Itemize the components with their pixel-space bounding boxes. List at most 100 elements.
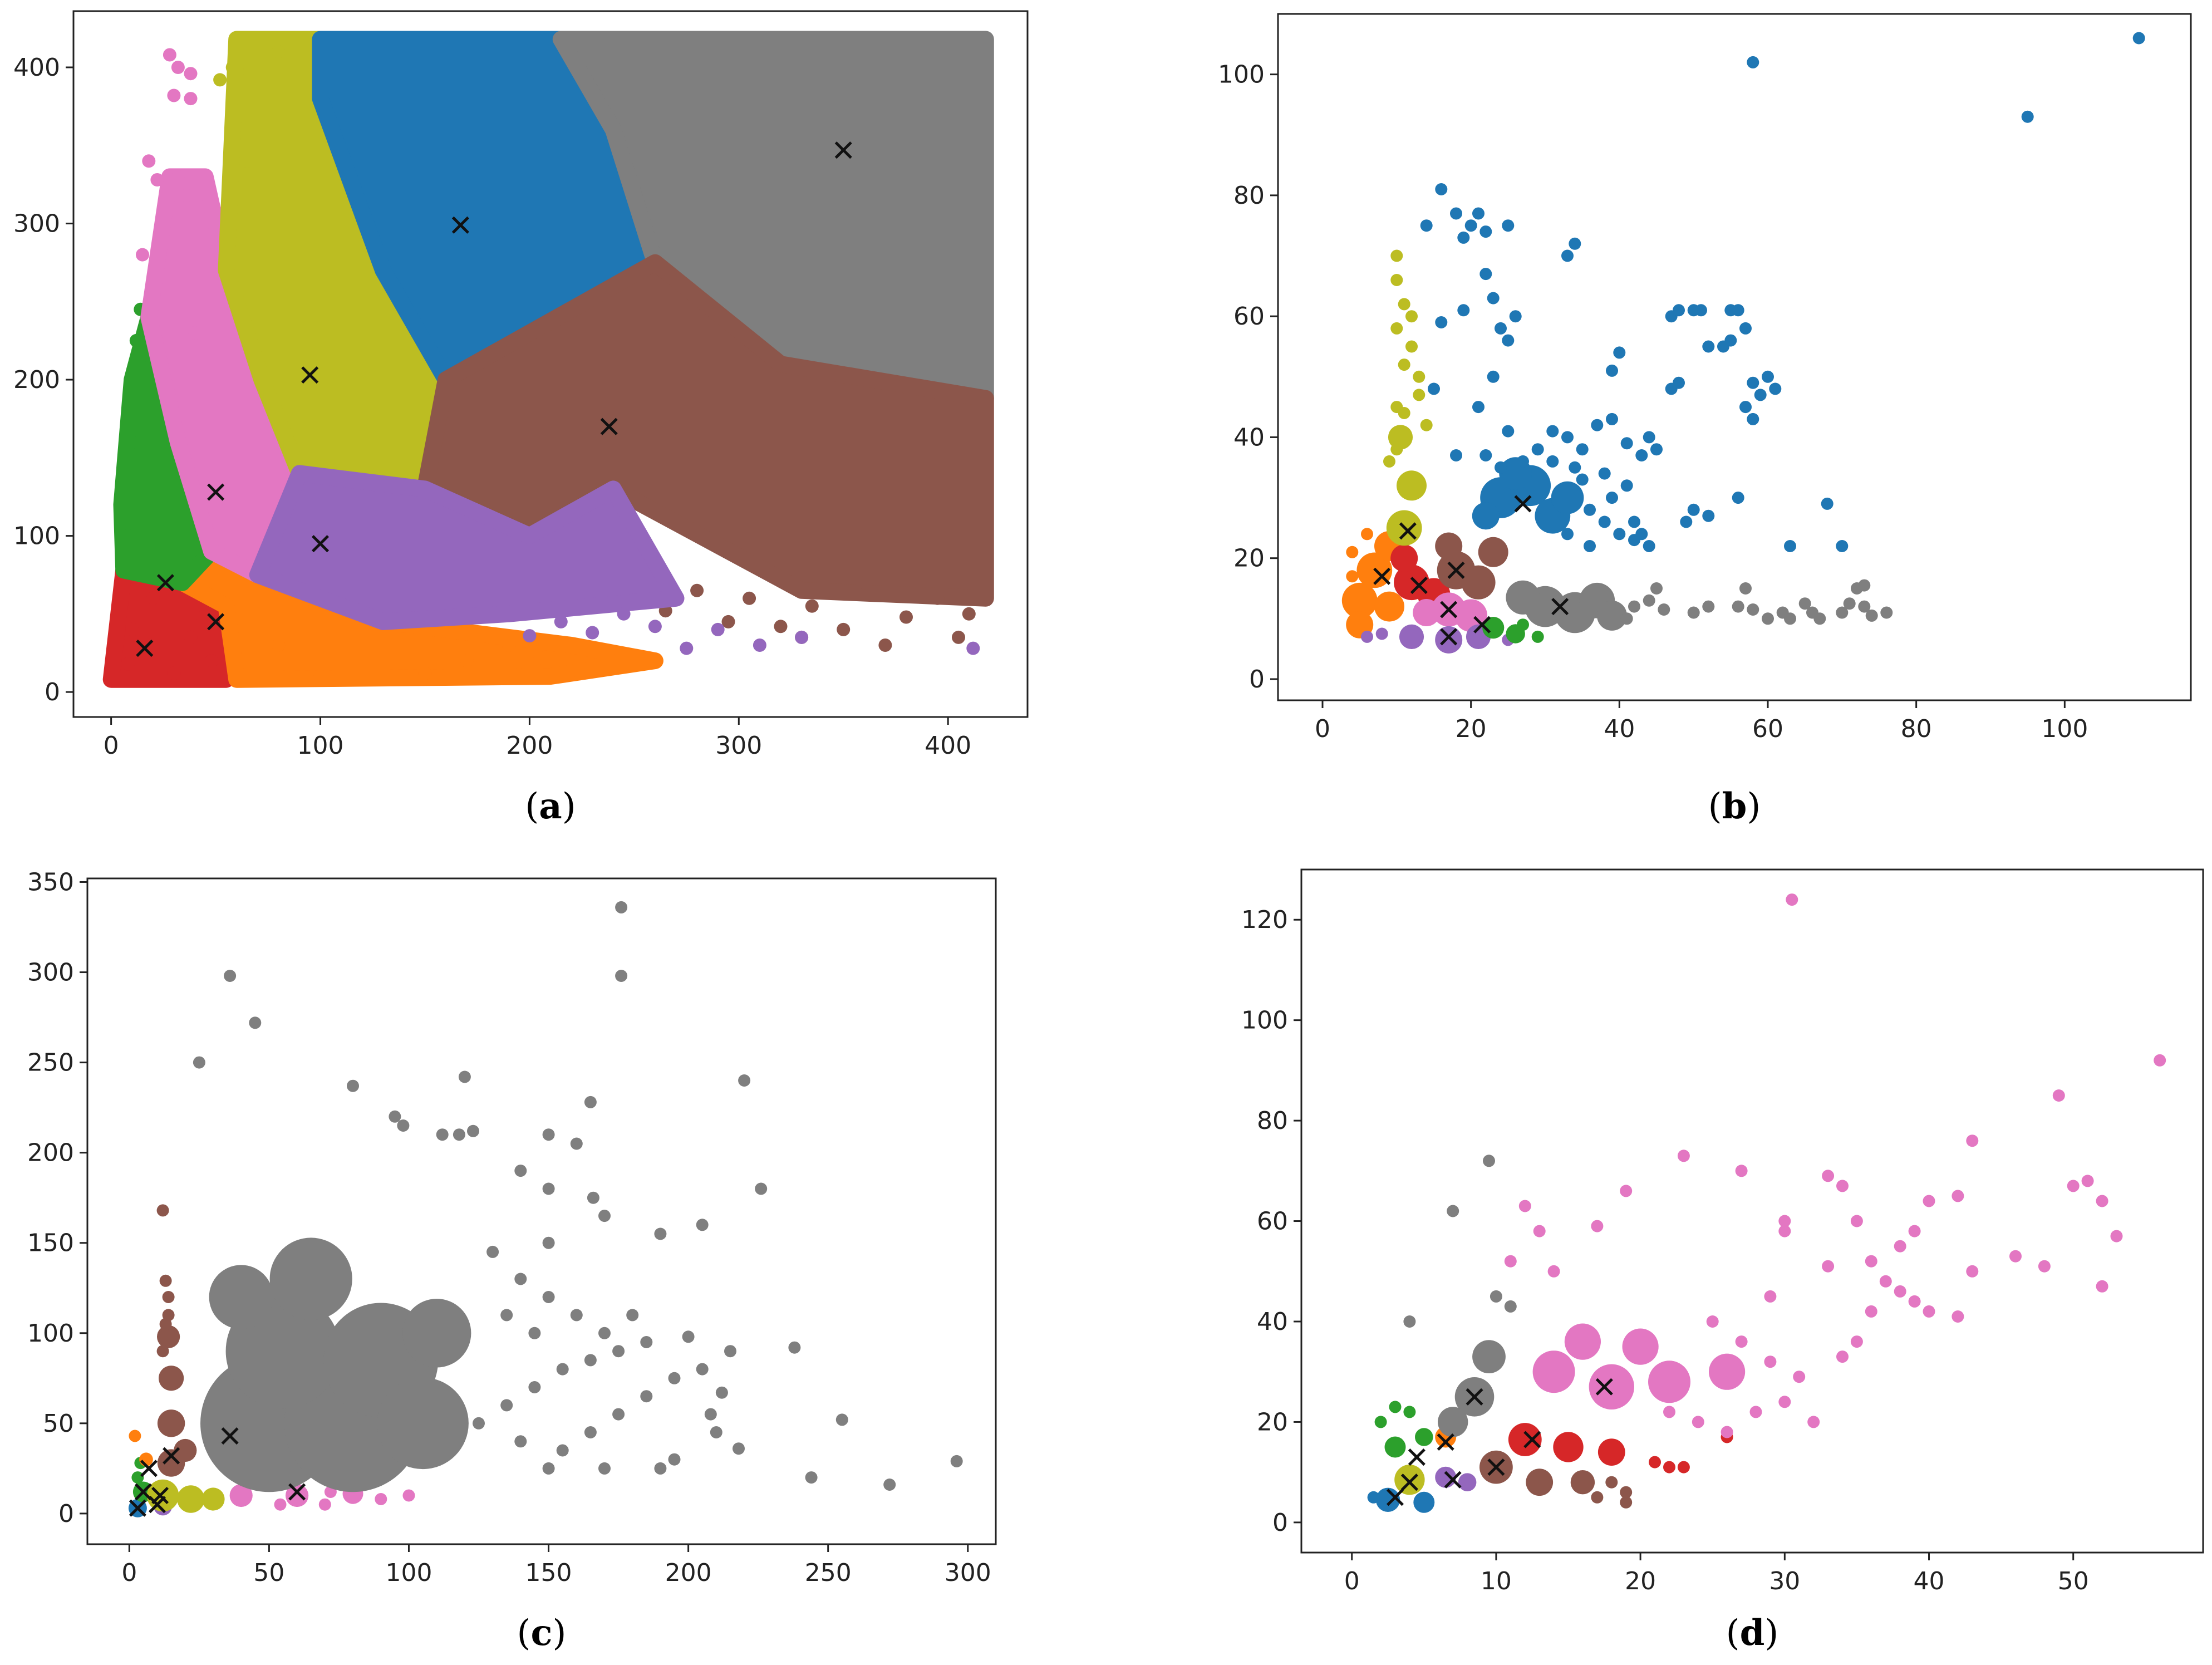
- cluster-blob-blue: [1551, 481, 1584, 514]
- data-point: [1606, 492, 1618, 504]
- data-point: [131, 1471, 144, 1484]
- data-point: [1509, 310, 1522, 323]
- data-point: [2110, 1230, 2123, 1242]
- cluster-blob-blue: [1413, 1491, 1435, 1513]
- data-point: [626, 1309, 639, 1322]
- data-point: [1894, 1285, 1906, 1298]
- data-point: [213, 73, 227, 87]
- cluster-blob-red: [1597, 1438, 1625, 1466]
- data-point: [584, 1096, 597, 1108]
- data-point: [1428, 382, 1440, 395]
- data-point: [1584, 540, 1596, 552]
- data-point: [1561, 431, 1574, 444]
- centroid-marker-pink: [1440, 601, 1458, 618]
- data-point: [2096, 1280, 2108, 1293]
- plot-area-c: [128, 901, 963, 1517]
- centroid-marker-brown: [163, 1447, 180, 1465]
- y-tick-label: 100: [1218, 61, 1265, 89]
- cluster-blob-gray: [402, 1299, 471, 1368]
- data-point: [347, 1079, 359, 1092]
- data-point: [1966, 1134, 1979, 1147]
- data-point: [1591, 419, 1604, 431]
- panel-d: 0 10 20 30 40 50 0 20 40 60 80 100 120 (d): [1241, 868, 2204, 1654]
- centroid-marker-purple: [311, 535, 330, 553]
- centroid-marker-red: [1523, 1431, 1541, 1448]
- data-point: [453, 1128, 465, 1141]
- data-point: [1628, 515, 1640, 528]
- data-point: [514, 1435, 527, 1448]
- centroid-marker-olive: [151, 1486, 169, 1505]
- cluster-blob-orange: [1341, 582, 1378, 618]
- panel-caption-a: (a): [525, 785, 576, 827]
- data-point: [1389, 1401, 1402, 1413]
- data-point: [1822, 1260, 1835, 1273]
- cluster-blob-gray: [269, 1237, 352, 1320]
- data-point: [1754, 389, 1767, 401]
- data-point: [1908, 1295, 1921, 1308]
- data-point: [1850, 1335, 1863, 1348]
- data-point: [1483, 1155, 1495, 1167]
- data-point: [375, 1493, 387, 1505]
- data-point: [1739, 401, 1752, 414]
- data-point: [1747, 376, 1759, 389]
- data-point: [1843, 597, 1856, 610]
- data-point: [1764, 1290, 1777, 1303]
- data-point: [1405, 310, 1418, 323]
- centroid-marker-brown: [1447, 561, 1465, 579]
- data-point: [542, 1462, 555, 1475]
- data-point: [724, 1345, 736, 1358]
- centroid-marker-gray: [1466, 1388, 1483, 1406]
- data-point: [1786, 893, 1798, 906]
- cluster-blob-olive: [1397, 470, 1427, 501]
- data-point: [952, 630, 965, 644]
- data-point: [234, 92, 248, 106]
- data-point: [1650, 443, 1663, 456]
- centroid-marker-orange: [207, 613, 225, 631]
- panel-c: 0 50 100 150 200 250 300 0 50 100 150 200 250 300 350 (…: [27, 868, 997, 1654]
- cluster-blob-pink: [1413, 599, 1441, 626]
- data-point: [1966, 1265, 1979, 1278]
- data-point: [1784, 612, 1796, 625]
- x-tick-label: 100: [385, 1559, 432, 1587]
- y-tick-label: 100: [13, 522, 60, 551]
- data-point: [418, 666, 432, 680]
- data-point: [1546, 425, 1559, 438]
- data-point: [1375, 627, 1388, 640]
- x-tick-label: 30: [1769, 1567, 1800, 1595]
- axes-frame-c: [86, 877, 997, 1545]
- data-point: [1598, 467, 1611, 480]
- centroid-marker-green: [134, 1483, 152, 1501]
- cluster-green: [1482, 617, 1544, 644]
- y-tick-label: 60: [1233, 302, 1265, 331]
- data-point: [1361, 630, 1373, 643]
- data-point: [318, 1498, 331, 1511]
- data-point: [878, 639, 892, 652]
- data-point: [1495, 461, 1507, 474]
- data-point: [163, 451, 176, 465]
- centroid-marker-orange: [1437, 1433, 1454, 1451]
- data-point: [159, 1274, 172, 1287]
- data-point: [837, 622, 851, 636]
- data-point: [2154, 1054, 2166, 1067]
- data-point: [733, 1442, 745, 1455]
- data-point: [467, 1124, 479, 1137]
- data-point: [1747, 412, 1759, 425]
- y-tick-label: 150: [27, 1229, 74, 1258]
- cluster-pink: [1413, 592, 1488, 632]
- data-point: [1495, 322, 1507, 335]
- data-point: [1677, 1461, 1690, 1474]
- data-point: [1793, 1371, 1806, 1383]
- data-point: [533, 651, 547, 665]
- data-point: [1591, 1220, 1604, 1232]
- data-point: [1836, 1350, 1849, 1363]
- data-point: [180, 560, 193, 574]
- data-point: [1479, 268, 1492, 281]
- y-tick-label: 200: [27, 1139, 74, 1167]
- cluster-blob-red: [1508, 1423, 1542, 1456]
- data-point: [1643, 540, 1655, 552]
- data-point: [1836, 606, 1849, 619]
- data-point: [502, 639, 515, 652]
- centroid-marker-green: [156, 574, 174, 592]
- centroid-marker-orange: [140, 1460, 158, 1477]
- y-tick-label: 0: [58, 1500, 74, 1528]
